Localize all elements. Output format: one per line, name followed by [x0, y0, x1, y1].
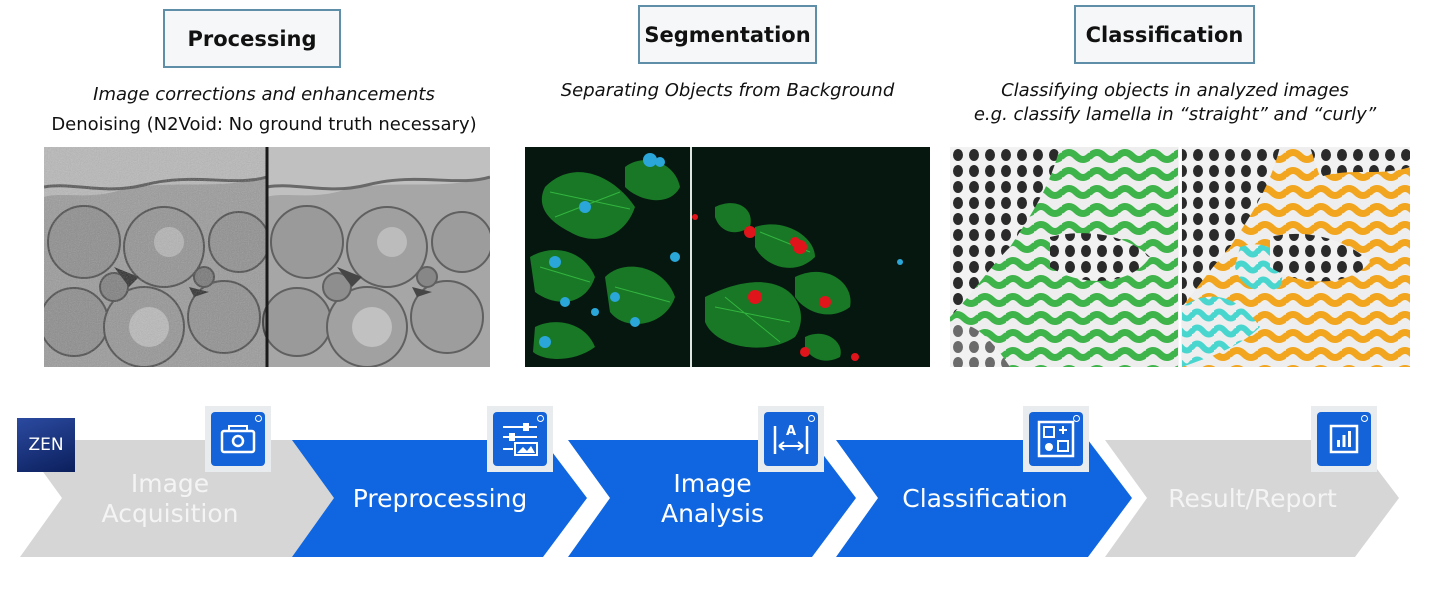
- step-label-result-report-line1: Result/Report: [1168, 484, 1337, 513]
- step-label-preprocessing-line1: Preprocessing: [352, 484, 528, 513]
- step-label-image-analysis-line1: Image: [673, 469, 752, 498]
- classification-subtitle-example: e.g. classify lamella in “straight” and …: [973, 104, 1377, 125]
- fluorescence-micrograph: [525, 147, 930, 367]
- classification-grid-icon: [1037, 420, 1075, 458]
- section-title-processing: Processing: [163, 9, 341, 68]
- measure-icon-letter: A: [786, 424, 796, 439]
- section-title-classification: Classification: [1074, 5, 1255, 64]
- lamella-pattern: [950, 147, 1410, 367]
- measure-icon-tile[interactable]: A: [758, 406, 824, 472]
- tissue-micrograph: [44, 147, 490, 367]
- section-title-segmentation: Segmentation: [638, 5, 817, 64]
- step-label-classification-line1: Classification: [902, 484, 1068, 513]
- step-label-image-acquisition: Image Acquisition: [85, 469, 255, 529]
- camera-icon-tile[interactable]: [205, 406, 271, 472]
- report-chart-icon: [1329, 424, 1359, 454]
- step-label-image-analysis-line2: Analysis: [660, 499, 764, 528]
- segmentation-image: [525, 147, 930, 367]
- section-title-classification-text: Classification: [1085, 22, 1244, 47]
- step-label-image-analysis: Image Analysis: [630, 469, 795, 529]
- section-title-processing-text: Processing: [187, 26, 317, 51]
- segmentation-subtitle: Separating Objects from Background: [560, 80, 895, 101]
- section-title-segmentation-text: Segmentation: [644, 22, 811, 47]
- zen-logo-text: ZEN: [28, 435, 64, 455]
- classification-grid-icon-tile[interactable]: [1023, 406, 1089, 472]
- sliders-image-icon-tile[interactable]: [487, 406, 553, 472]
- report-chart-icon-tile[interactable]: [1311, 406, 1377, 472]
- step-label-result-report: Result/Report: [1160, 484, 1345, 514]
- step-label-image-acquisition-line2: Acquisition: [101, 499, 239, 528]
- classification-image: [950, 147, 1410, 367]
- denoising-comparison-image: [44, 147, 490, 367]
- measure-icon: A: [773, 424, 809, 454]
- zen-logo: ZEN: [17, 418, 75, 472]
- processing-subtitle: Image corrections and enhancements: [93, 84, 435, 105]
- step-label-preprocessing: Preprocessing: [340, 484, 540, 514]
- classification-subtitle: Classifying objects in analyzed images: [1001, 80, 1349, 101]
- camera-icon: [220, 425, 256, 454]
- step-label-classification: Classification: [890, 484, 1080, 514]
- sliders-image-icon: [503, 423, 538, 456]
- processing-note: Denoising (N2Void: No ground truth neces…: [51, 114, 477, 135]
- step-label-image-acquisition-line1: Image: [130, 469, 210, 498]
